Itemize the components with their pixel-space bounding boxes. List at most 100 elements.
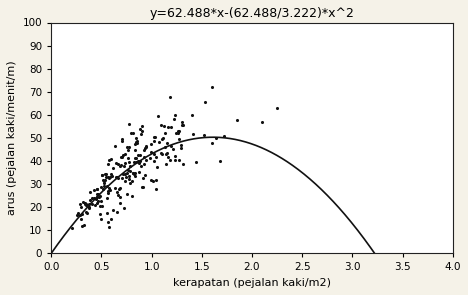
- Point: [120, 172, 127, 177]
- Point: [106, 176, 113, 181]
- Point: [161, 131, 169, 135]
- Point: [155, 140, 162, 145]
- Point: [142, 158, 149, 163]
- Point: [134, 139, 141, 144]
- Point: [139, 184, 146, 189]
- Point: [116, 186, 124, 191]
- Point: [135, 160, 143, 165]
- Point: [85, 202, 92, 206]
- Point: [109, 166, 117, 171]
- Point: [81, 201, 89, 206]
- Point: [104, 219, 111, 224]
- Point: [91, 203, 98, 208]
- Point: [208, 141, 216, 145]
- Point: [157, 123, 164, 128]
- Point: [176, 129, 183, 133]
- Point: [105, 157, 113, 162]
- Point: [161, 124, 168, 129]
- Point: [102, 175, 109, 179]
- Point: [208, 85, 216, 89]
- Point: [112, 160, 120, 165]
- Point: [167, 158, 174, 163]
- Point: [177, 143, 185, 148]
- Point: [81, 201, 88, 206]
- Point: [104, 188, 111, 193]
- Point: [107, 187, 114, 192]
- Point: [131, 173, 139, 178]
- Point: [128, 179, 136, 183]
- Point: [178, 123, 186, 128]
- Point: [132, 142, 139, 147]
- Point: [136, 159, 144, 164]
- Point: [105, 161, 112, 166]
- Point: [124, 156, 132, 161]
- Point: [147, 177, 154, 182]
- Point: [102, 178, 109, 182]
- Point: [86, 190, 94, 194]
- Point: [88, 196, 95, 201]
- Point: [164, 154, 171, 159]
- Point: [76, 213, 84, 217]
- Point: [94, 198, 101, 203]
- Point: [130, 160, 138, 164]
- Point: [103, 211, 110, 215]
- Point: [180, 122, 187, 127]
- Point: [167, 95, 174, 99]
- Point: [117, 194, 124, 199]
- Point: [170, 146, 177, 151]
- Point: [273, 106, 281, 110]
- Point: [153, 155, 160, 160]
- Point: [138, 124, 145, 129]
- Point: [78, 223, 85, 228]
- Point: [106, 175, 114, 180]
- Point: [117, 163, 125, 168]
- Point: [234, 118, 241, 123]
- Point: [137, 152, 144, 157]
- Point: [163, 150, 171, 155]
- Point: [164, 124, 172, 129]
- Point: [188, 112, 196, 117]
- Point: [130, 171, 137, 176]
- Point: [131, 148, 139, 153]
- Point: [107, 157, 115, 162]
- Point: [134, 152, 142, 157]
- Point: [93, 191, 101, 196]
- X-axis label: kerapatan (pejalan kaki/m2): kerapatan (pejalan kaki/m2): [173, 278, 331, 288]
- Point: [97, 198, 105, 203]
- Point: [134, 158, 142, 163]
- Point: [124, 147, 132, 152]
- Point: [114, 175, 121, 179]
- Point: [175, 157, 183, 162]
- Point: [124, 144, 131, 149]
- Point: [136, 170, 143, 175]
- Point: [87, 197, 94, 202]
- Point: [162, 152, 170, 156]
- Point: [98, 172, 105, 177]
- Point: [189, 132, 197, 136]
- Point: [132, 170, 139, 175]
- Point: [192, 160, 200, 165]
- Point: [122, 178, 129, 183]
- Point: [109, 207, 117, 212]
- Point: [97, 184, 105, 189]
- Point: [132, 155, 140, 160]
- Point: [104, 190, 112, 195]
- Point: [85, 206, 93, 211]
- Point: [176, 137, 183, 142]
- Point: [90, 188, 98, 192]
- Point: [118, 175, 126, 180]
- Point: [73, 212, 81, 217]
- Point: [78, 212, 85, 216]
- Point: [119, 153, 127, 157]
- Point: [93, 201, 101, 205]
- Point: [80, 223, 88, 228]
- Point: [84, 211, 91, 215]
- Point: [93, 186, 101, 191]
- Point: [119, 137, 126, 142]
- Point: [172, 112, 179, 117]
- Point: [175, 131, 182, 135]
- Point: [258, 119, 266, 124]
- Point: [167, 144, 175, 149]
- Point: [153, 177, 160, 182]
- Point: [172, 153, 179, 158]
